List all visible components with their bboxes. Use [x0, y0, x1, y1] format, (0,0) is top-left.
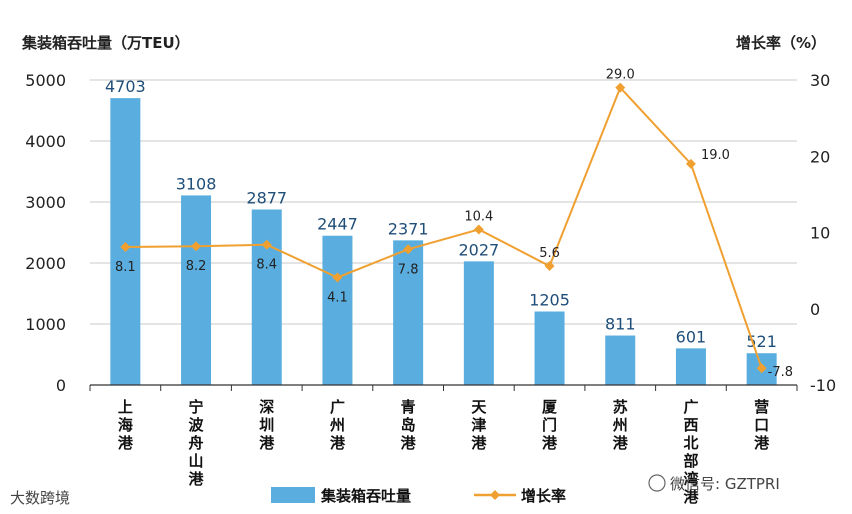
growth-rate-marker [685, 158, 696, 169]
right-tick-label: 20 [810, 147, 830, 166]
left-tick-label: 4000 [25, 132, 66, 151]
category-label: 深圳港 [259, 398, 275, 452]
legend-label-growth: 增长率 [521, 487, 566, 505]
legend-swatch-throughput [271, 487, 315, 503]
growth-rate-marker [544, 261, 555, 272]
left-tick-label: 0 [56, 376, 66, 395]
bar-value-label: 2447 [317, 215, 358, 234]
right-tick-label: 30 [810, 71, 830, 90]
category-label: 厦门港 [542, 398, 558, 452]
growth-rate-marker [403, 244, 414, 255]
bar [322, 235, 353, 385]
bar-value-label: 2371 [388, 219, 429, 238]
left-tick-label: 5000 [25, 71, 66, 90]
watermark-left: 大数跨境 [10, 489, 70, 507]
right-tick-label: 10 [810, 224, 830, 243]
left-axis-title: 集装箱吞吐量（万TEU） [21, 34, 190, 52]
growth-rate-marker [261, 239, 272, 250]
left-tick-label: 1000 [25, 315, 66, 334]
category-label: 青岛港 [401, 398, 417, 452]
wechat-icon [648, 474, 666, 492]
category-label: 营口港 [754, 398, 770, 452]
bar-value-label: 2877 [246, 189, 287, 208]
growth-rate-label: 29.0 [606, 68, 635, 83]
bar [463, 261, 494, 385]
bar-value-label: 601 [676, 327, 707, 346]
growth-rate-label: 7.8 [398, 262, 419, 277]
category-label: 上海港 [118, 398, 134, 452]
bar-value-label: 3108 [176, 174, 217, 193]
bar-value-label: 2027 [458, 240, 499, 259]
bar [181, 195, 212, 385]
growth-rate-label: 19.0 [701, 148, 730, 163]
bar [534, 311, 565, 385]
bar-value-label: 811 [605, 315, 636, 334]
bar [675, 348, 706, 385]
right-tick-label: 0 [810, 300, 820, 319]
right-axis-title: 增长率（%） [736, 34, 826, 52]
left-tick-label: 3000 [25, 193, 66, 212]
growth-rate-marker [473, 224, 484, 235]
growth-rate-line [125, 85, 763, 369]
growth-rate-marker [191, 241, 202, 252]
bar-value-label: 4703 [105, 77, 146, 96]
category-label: 宁波舟山港 [189, 398, 205, 488]
growth-rate-label: -7.8 [768, 365, 793, 380]
growth-rate-label: 8.1 [115, 260, 136, 275]
legend-swatch-growth-marker [490, 490, 500, 500]
category-label: 天津港 [471, 398, 487, 452]
growth-rate-label: 8.2 [186, 259, 207, 274]
growth-rate-label: 10.4 [464, 209, 493, 224]
growth-rate-label: 8.4 [256, 258, 277, 273]
growth-rate-label: 5.6 [539, 246, 560, 261]
growth-rate-label: 4.1 [327, 290, 348, 305]
category-label: 广州港 [329, 398, 346, 452]
growth-rate-marker [615, 82, 626, 93]
left-tick-label: 2000 [25, 254, 66, 273]
bar-value-label: 1205 [529, 290, 570, 309]
right-tick-label: -10 [810, 376, 836, 395]
bar [251, 209, 282, 385]
growth-rate-marker [332, 272, 343, 283]
bar [110, 98, 141, 385]
category-label: 广西北部湾港 [683, 398, 699, 506]
bar [393, 240, 424, 385]
growth-rate-marker [756, 363, 767, 374]
bar [605, 335, 636, 385]
growth-rate-marker [120, 241, 131, 252]
legend-label-throughput: 集装箱吞吐量 [320, 487, 411, 505]
category-label: 苏州港 [612, 398, 629, 452]
watermark-right: 微信号: GZTPRI [670, 475, 780, 493]
